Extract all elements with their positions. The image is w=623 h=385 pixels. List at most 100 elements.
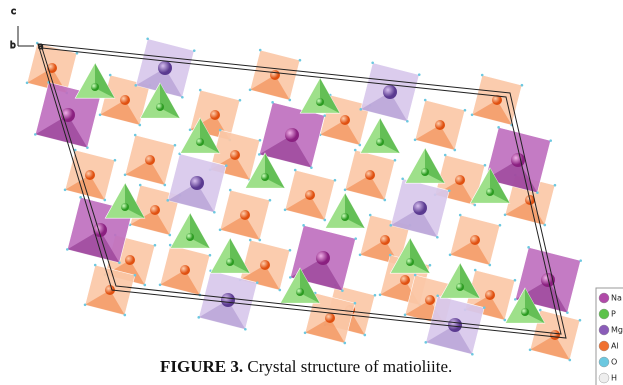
o-atom [539,309,542,312]
o-atom [174,144,177,147]
o-atom [219,228,222,231]
o-atom [34,133,37,136]
al-atom [380,235,390,245]
b-label: b [10,41,16,51]
p-atom [261,173,269,181]
o-atom [134,134,137,137]
o-atom [474,269,477,272]
o-atom [406,120,409,123]
o-atom [514,279,517,282]
caption-label: FIGURE 3. [160,357,243,376]
o-atom [521,84,524,87]
al-atom [325,313,335,323]
o-atom [354,149,357,152]
o-atom [139,184,142,187]
al-atom [455,175,465,185]
p-atom [296,288,304,296]
al-atom [260,260,270,270]
a-label: a [38,42,44,52]
al-atom [85,170,95,180]
o-atom [289,249,292,252]
o-atom [453,149,456,152]
o-atom [99,113,102,116]
p-atom [341,213,349,221]
legend-swatch [599,373,609,383]
o-atom [549,139,552,142]
o-atom [310,166,313,169]
o-atom [344,188,347,191]
p-atom [316,98,324,106]
mg-atom [158,61,172,75]
o-atom [436,294,439,297]
o-atom [154,244,157,247]
o-atom [459,214,462,217]
structure: c b a NaPMgAlOH [0,0,623,385]
o-atom [579,259,582,262]
o-atom [418,73,421,76]
o-atom [181,96,184,99]
o-atom [379,293,382,296]
p-atom [421,168,429,176]
p-atom [186,233,194,241]
al-atom [550,330,560,340]
na-atom [285,128,299,142]
o-atom [473,204,476,207]
o-atom [134,84,137,87]
o-atom [429,264,432,267]
o-atom [86,146,89,149]
o-atom [304,331,307,334]
p-atom [196,138,204,146]
o-atom [302,224,305,227]
o-atom [124,173,127,176]
o-atom [284,208,287,211]
o-atom [76,52,79,55]
al-atom [340,115,350,125]
legend-label: Na [611,294,622,303]
o-atom [209,254,212,257]
o-atom [444,154,447,157]
p-atom [156,103,164,111]
o-atom [394,159,397,162]
al-atom [365,170,375,180]
o-atom [369,214,372,217]
o-atom [118,261,121,264]
mg-atom [448,318,462,332]
o-atom [249,88,252,91]
o-atom [358,144,361,147]
al-atom [470,235,480,245]
na-atom [316,251,330,265]
al-atom [125,255,135,265]
o-atom [94,264,97,267]
o-atom [527,246,530,249]
o-atom [424,341,427,344]
o-atom [383,199,386,202]
p-atom [406,258,414,266]
o-atom [168,234,171,237]
legend-label: Al [611,342,619,351]
o-atom [289,276,292,279]
legend-swatch [599,341,609,351]
o-atom [371,61,374,64]
p-atom [521,308,529,316]
o-atom [244,328,247,331]
o-atom [213,211,216,214]
page: {"axes": {"c": "c", "b": "b", "a": "a"},… [0,0,623,385]
o-atom [256,281,259,284]
o-atom [109,74,112,77]
p-atom [456,283,464,291]
o-atom [138,124,141,127]
legend-swatch [599,309,609,319]
mg-atom [383,85,397,99]
legend: NaPMgAlOH [596,288,623,385]
al-atom [145,155,155,165]
o-atom [269,199,272,202]
o-atom [471,353,474,356]
o-atom [189,128,192,131]
o-atom [471,113,474,116]
al-atom [270,70,280,80]
o-atom [258,239,261,242]
o-atom [259,139,262,142]
o-atom [566,311,569,314]
o-atom [197,316,200,319]
o-atom [483,306,486,309]
